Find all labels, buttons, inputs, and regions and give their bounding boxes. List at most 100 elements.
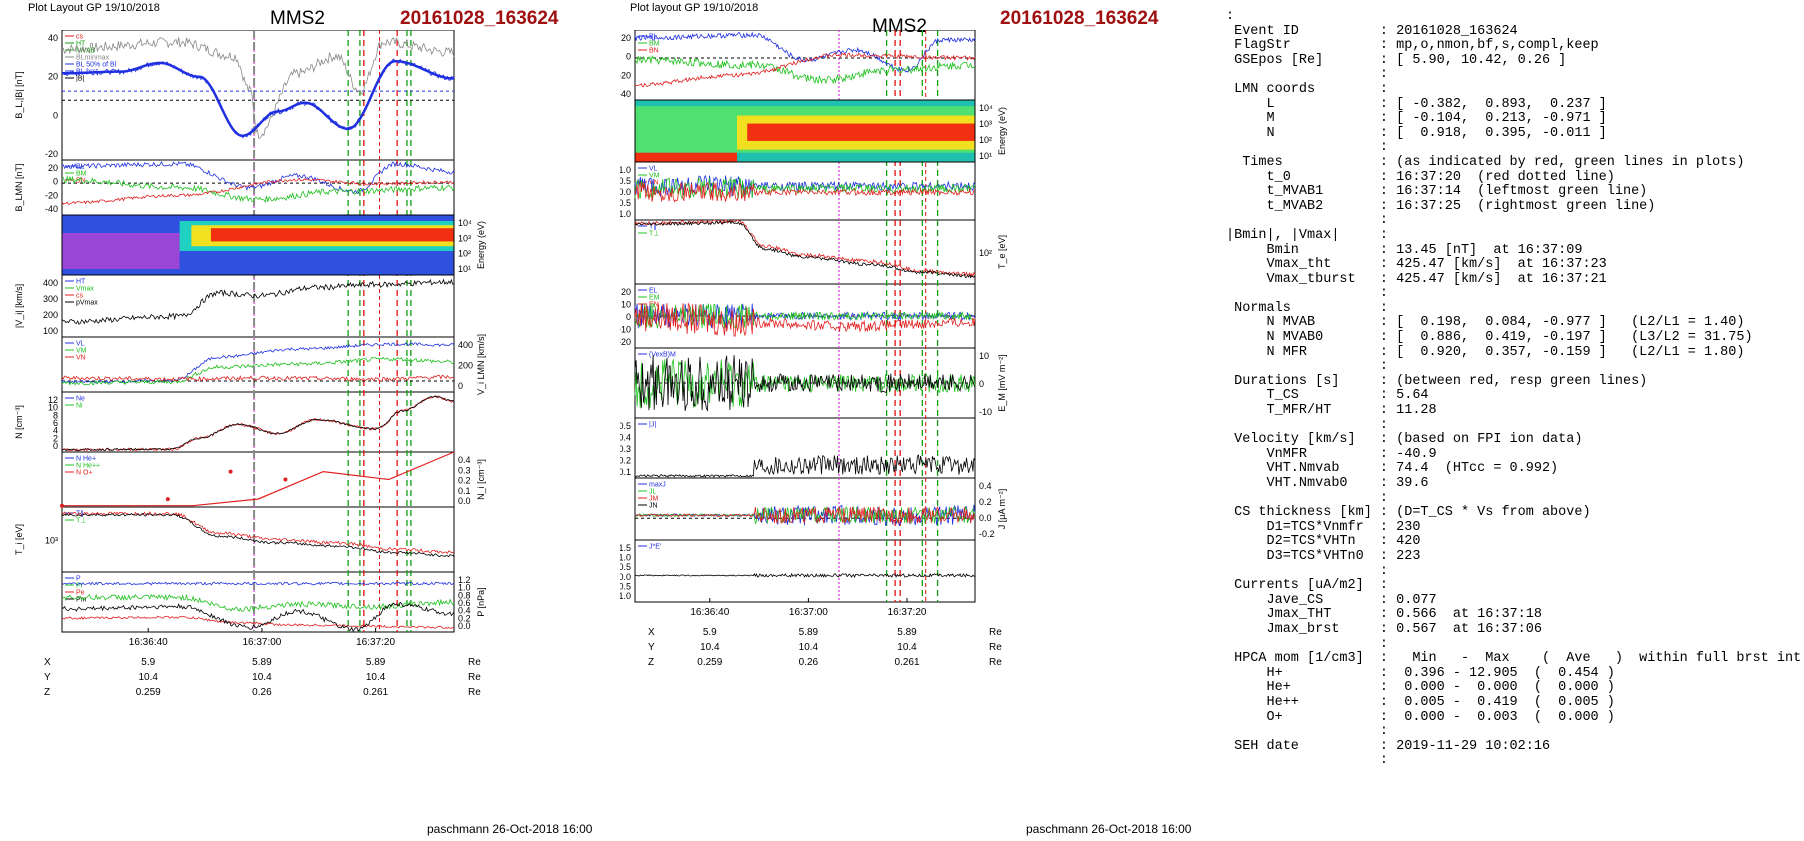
- summary-line: VHT.Nmvab0 : 39.6: [1226, 476, 1429, 491]
- panel-frame: [61, 506, 455, 573]
- series-Tepar: [634, 219, 976, 278]
- summary-line: :: [1226, 490, 1389, 506]
- legend-entry: T⊥: [649, 231, 659, 238]
- y-axis-label: Energy (eV): [476, 221, 486, 269]
- y-tick-label: 200: [458, 361, 473, 371]
- legend-entry: BM: [76, 171, 87, 178]
- middle-footer: paschmann 26-Oct-2018 16:00: [1026, 822, 1192, 836]
- y-tick-label: 0.5: [620, 562, 631, 572]
- legend-entry: Pe: [76, 590, 85, 597]
- y-tick-label: -20: [45, 149, 58, 159]
- series-BL: [634, 31, 976, 73]
- panel-frame: [61, 391, 455, 453]
- summary-line: Durations [s] : (between red, resp green…: [1226, 373, 1648, 389]
- y-tick-label: 0.3: [458, 465, 471, 475]
- y-tick-label: -0.2: [979, 529, 995, 539]
- series-J-magnitude: [634, 454, 976, 478]
- legend-entry: JN: [649, 503, 658, 510]
- y-tick-label: 12: [48, 395, 58, 405]
- summary-line: D3=TCS*VHTn0 : 223: [1226, 548, 1421, 564]
- y-tick-label: 10²: [979, 248, 992, 258]
- legend-entry: T∥: [649, 223, 657, 231]
- y-tick-label: 0.2: [458, 476, 471, 486]
- summary-line: T_MFR/HT : 11.28: [1226, 403, 1437, 419]
- y-tick-label: 0.0: [979, 513, 992, 523]
- series-BN: [634, 52, 976, 88]
- legend-entry: JM: [649, 496, 659, 503]
- y-tick-label: 10¹: [979, 151, 992, 161]
- summary-line: L : [ -0.382, 0.893, 0.237 ]: [1226, 96, 1607, 112]
- summary-line: Vmax_tht : 425.47 [km/s] at 16:37:23: [1226, 257, 1607, 273]
- legend-entry: BL: [76, 164, 85, 171]
- y-tick-label: 0.8: [458, 590, 471, 600]
- summary-line: Normals :: [1226, 300, 1389, 316]
- y-tick-label: 0: [626, 52, 631, 62]
- panel-frame: [634, 539, 976, 603]
- summary-line: t_MVAB1 : 16:37:14 (leftmost green line): [1226, 184, 1648, 200]
- series-Teperp: [634, 220, 976, 279]
- y-tick-label: 1.0: [620, 165, 631, 175]
- middle-chart: 200-20-40B_LMN [nT]BLBMBN10⁴10³10²10¹Ene…: [620, 30, 1007, 668]
- y-tick-label: 10²: [458, 249, 471, 259]
- position-value: 5.9: [141, 657, 155, 668]
- position-value: 5.89: [799, 627, 819, 638]
- y-tick-label: 4: [53, 426, 58, 436]
- summary-line: Jmax_brst : 0.567 at 16:37:06: [1226, 621, 1542, 637]
- y-tick-label: 0.4: [979, 481, 992, 491]
- position-value: 0.259: [697, 657, 722, 668]
- y-tick-label: -20: [620, 337, 631, 347]
- legend-entry: BL 50% of Bl: [76, 62, 117, 69]
- y-tick-label: 1.0: [458, 583, 471, 593]
- legend-entry: Pm: [76, 597, 87, 604]
- summary-line: D1=TCS*Vnmfr : 230: [1226, 519, 1421, 535]
- summary-line: t_0 : 16:37:20 (red dotted line): [1226, 169, 1615, 185]
- summary-line: N MFR : [ 0.920, 0.357, -0.159 ] (L2/L1 …: [1226, 344, 1745, 360]
- series-Tperp: [61, 513, 455, 558]
- y-axis-label: V_i LMN [km/s]: [476, 334, 486, 395]
- y-axis-label: E_M [mV m⁻²]: [997, 354, 1007, 411]
- panel-frame: [634, 30, 976, 101]
- legend-entry: VL: [76, 341, 85, 348]
- legend-entry: HT: [76, 41, 86, 48]
- y-tick-label: 0.1: [620, 467, 631, 477]
- series-EL: [634, 303, 976, 329]
- spectrogram-frame: [61, 214, 455, 276]
- legend-entry: BLminmax: [76, 55, 110, 62]
- series-VeN: [634, 181, 976, 203]
- y-tick-label: 8: [53, 410, 58, 420]
- panel-frame: [634, 219, 976, 285]
- y-axis-label: N [cm⁻³]: [14, 405, 24, 439]
- y-axis-label: T_i [eV]: [14, 524, 24, 555]
- legend-entry: P: [76, 576, 81, 583]
- panel-9: 1.51.00.50.0-0.5-1.0J*E' [nW m⁻³]J*E': [620, 539, 976, 603]
- y-axis-label: |V_i| [km/s]: [14, 284, 24, 328]
- summary-line: Jmax_THT : 0.566 at 16:37:18: [1226, 607, 1542, 623]
- panel-frame: [634, 417, 976, 479]
- y-tick-label: 10³: [45, 536, 58, 546]
- position-value: 0.261: [363, 687, 388, 698]
- series-VN: [61, 374, 455, 382]
- y-tick-label: -40: [45, 204, 58, 214]
- position-unit: Re: [468, 672, 481, 683]
- legend-entry: |J|: [649, 422, 656, 429]
- summary-line: :: [1226, 140, 1389, 156]
- summary-line: VnMFR : -40.9: [1226, 446, 1437, 462]
- data-point: [60, 503, 64, 508]
- y-tick-label: 20: [48, 163, 58, 173]
- summary-line: CS thickness [km] : (D=T_CS * Vs from ab…: [1226, 505, 1591, 521]
- summary-line: N MVAB : [ 0.198, 0.084, -0.977 ] (L2/L1…: [1226, 315, 1745, 331]
- legend-entry: (VexB)M: [649, 352, 676, 359]
- position-value: 5.89: [366, 657, 386, 668]
- middle-header: Plot layout GP 19/10/2018: [630, 2, 759, 14]
- legend-entry: HT: [76, 279, 86, 286]
- summary-line: N : [ 0.918, 0.395, -0.011 ]: [1226, 125, 1607, 141]
- y-tick-label: 2: [53, 433, 58, 443]
- y-tick-label: 0.6: [458, 598, 471, 608]
- position-unit: Re: [989, 657, 1002, 668]
- series-JN: [634, 505, 976, 525]
- legend-entry: JL: [649, 489, 657, 496]
- position-unit: Re: [989, 642, 1002, 653]
- y-tick-label: 1.2: [458, 575, 471, 585]
